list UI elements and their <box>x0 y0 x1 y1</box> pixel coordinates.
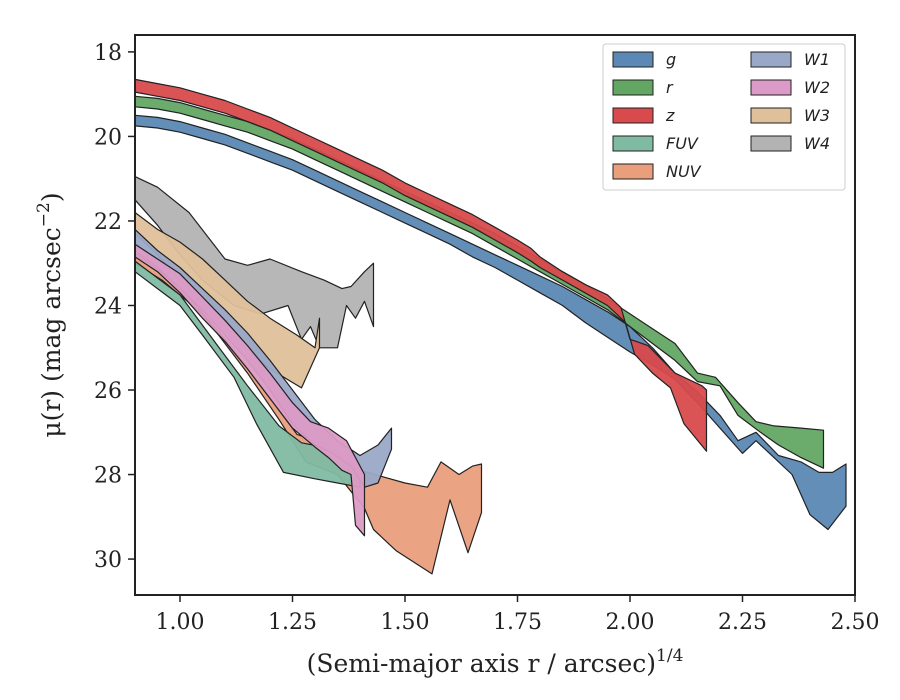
legend-label-fuv: FUV <box>666 134 699 153</box>
x-tick-label: 1.00 <box>156 610 205 635</box>
y-tick-label: 20 <box>94 125 122 150</box>
legend-items: grz FUV NUV W1 W2 W3 W4 <box>612 50 830 181</box>
legend-swatch-w4 <box>750 135 792 152</box>
x-tick-label: 2.50 <box>831 610 880 635</box>
x-tick-label: 2.00 <box>606 610 655 635</box>
x-axis-label-exponent: 1/4 <box>656 646 683 666</box>
legend-label-nuv: NUV <box>666 162 702 181</box>
y-axis-ticks: 18 20 22 24 26 28 30 <box>94 41 135 573</box>
legend-swatch-w1 <box>750 51 792 68</box>
y-tick-label: 30 <box>94 548 122 573</box>
legend-swatch-nuv <box>612 163 654 180</box>
x-tick-label: 1.75 <box>493 610 542 635</box>
legend-label-w2: W2 <box>804 78 830 97</box>
band-g <box>134 114 847 531</box>
y-axis-label: μ(r) (mag arcsec−2) <box>34 192 66 437</box>
y-tick-label: 24 <box>94 294 122 319</box>
legend-label-r: r <box>666 78 674 97</box>
x-tick-label: 1.25 <box>268 610 317 635</box>
y-tick-label: 28 <box>94 464 122 489</box>
legend-label-w3: W3 <box>804 106 830 125</box>
x-axis-label: (Semi-major axis r / arcsec)1/4 <box>307 646 684 678</box>
band-fuv <box>134 260 361 488</box>
legend-swatch-g <box>612 51 654 68</box>
plot-frame <box>134 34 856 596</box>
x-axis-ticks: 1.00 1.25 1.50 1.75 2.00 2.25 2.50 <box>156 595 880 635</box>
legend-label-z: z <box>665 106 675 125</box>
x-tick-label: 1.50 <box>381 610 430 635</box>
y-axis-label-close: ) <box>37 192 66 202</box>
x-tick-label: 2.25 <box>718 610 767 635</box>
x-axis-label-text: (Semi-major axis r / arcsec) <box>307 649 656 678</box>
y-axis-label-exponent: −2 <box>34 202 54 227</box>
band-z <box>134 78 708 452</box>
legend-swatch-z <box>612 107 654 124</box>
legend-swatch-fuv <box>612 135 654 152</box>
chart-bands <box>134 78 847 575</box>
y-tick-label: 22 <box>94 210 122 235</box>
legend-swatch-r <box>612 79 654 96</box>
y-axis-label-text: μ(r) (mag arcsec <box>37 227 66 437</box>
y-tick-label: 26 <box>94 379 122 404</box>
legend-label-g: g <box>666 50 676 69</box>
band-w2 <box>134 243 366 537</box>
legend-swatch-w2 <box>750 79 792 96</box>
legend-swatch-w3 <box>750 107 792 124</box>
legend: grz FUV NUV W1 W2 W3 W4 <box>602 43 846 191</box>
legend-label-w1: W1 <box>804 50 830 69</box>
y-tick-label: 18 <box>94 41 122 66</box>
legend-label-w4: W4 <box>804 134 830 153</box>
